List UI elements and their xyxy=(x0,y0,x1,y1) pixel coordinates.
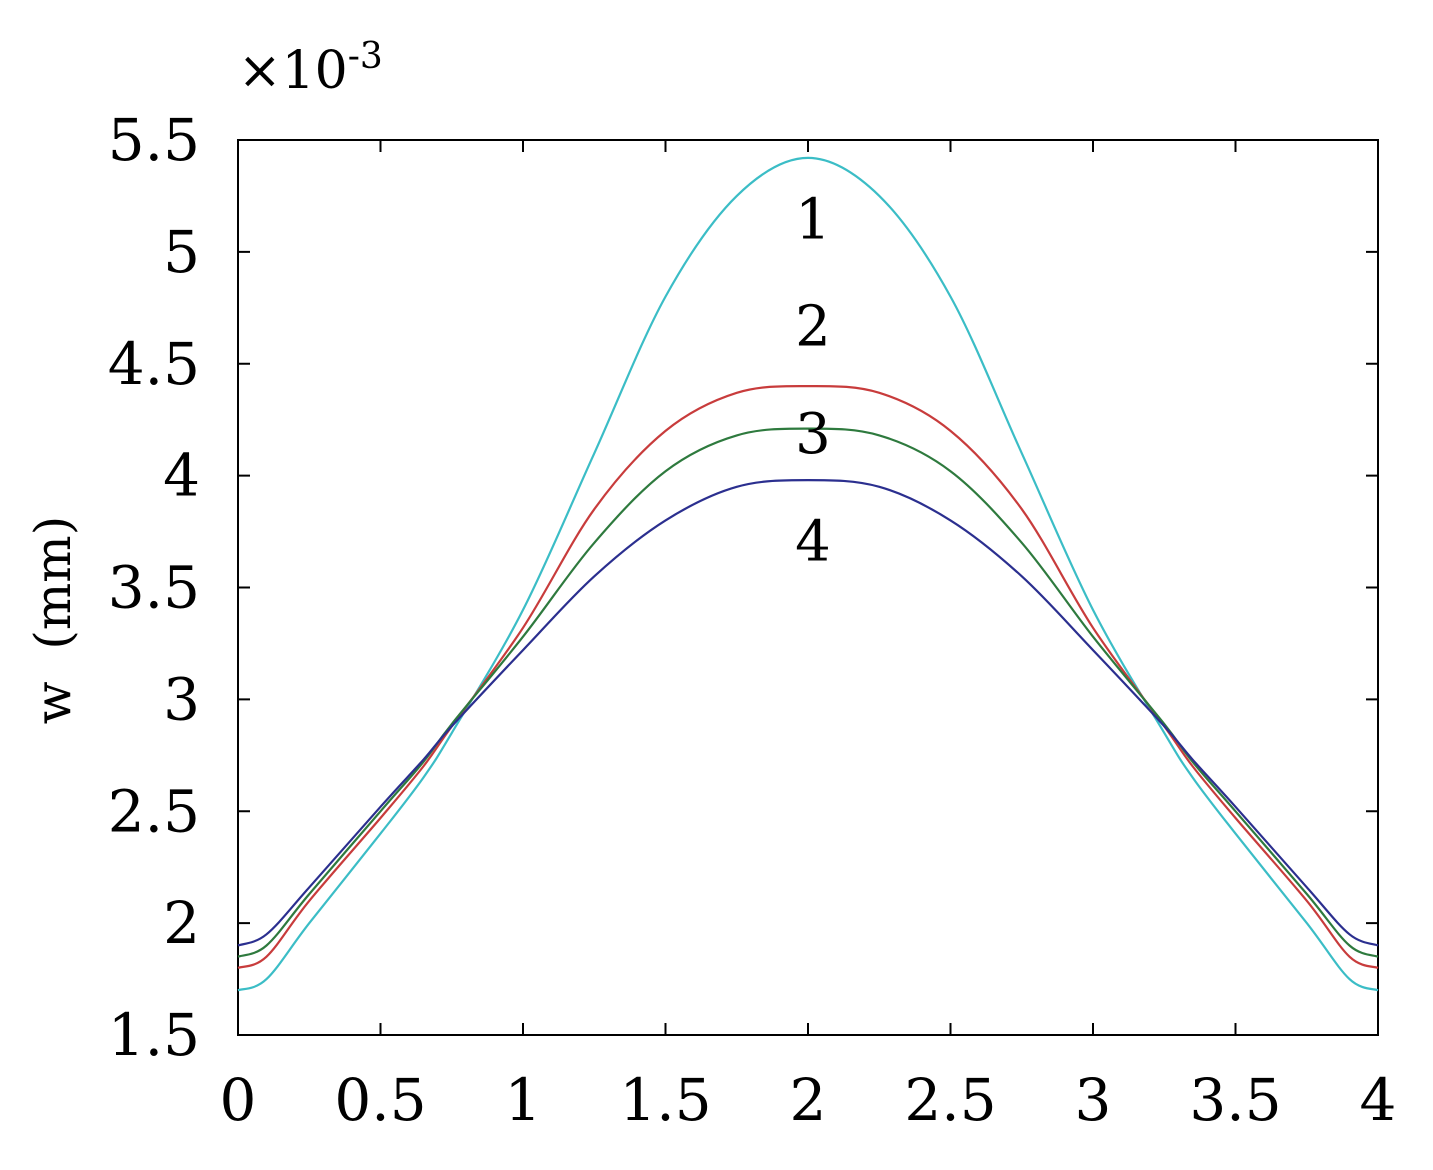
curve-label-3: 3 xyxy=(795,402,831,467)
x-tick-label: 2.5 xyxy=(904,1066,996,1134)
x-tick-label: 3 xyxy=(1075,1066,1112,1134)
x-tick-label: 2 xyxy=(790,1066,827,1134)
curve-labels: 1 2 3 4 xyxy=(795,187,831,574)
series-lines xyxy=(237,156,1379,992)
y-tick-label: 4.5 xyxy=(108,330,200,398)
series-line-3 xyxy=(237,427,1379,958)
curve-label-1: 1 xyxy=(795,187,831,252)
y-tick-label: 4 xyxy=(163,442,200,510)
y-scale-label: ×10-3 xyxy=(238,36,383,101)
curve-label-2: 2 xyxy=(795,295,831,360)
y-tick-labels: 1.5 2 2.5 3 3.5 4 4.5 5 5.5 xyxy=(108,106,200,1069)
y-tick-label: 2 xyxy=(163,889,200,957)
series-line-4 xyxy=(237,479,1379,947)
y-tick-label: 5 xyxy=(163,218,200,286)
x-tick-label: 1.5 xyxy=(619,1066,711,1134)
x-tick-label: 1 xyxy=(505,1066,542,1134)
y-axis-label: w (mm) xyxy=(24,516,82,724)
plot-area xyxy=(237,139,1379,1036)
curve-label-4: 4 xyxy=(795,510,831,575)
y-tick-label: 3.5 xyxy=(108,554,200,622)
x-tick-label: 3.5 xyxy=(1189,1066,1281,1134)
x-tick-label: 0 xyxy=(220,1066,257,1134)
y-tick-label: 2.5 xyxy=(108,777,200,845)
y-tick-label: 1.5 xyxy=(108,1001,200,1069)
x-tick-labels: 0 0.5 1 1.5 2 2.5 3 3.5 4 xyxy=(220,1066,1397,1134)
y-scale-exponent: -3 xyxy=(348,36,383,77)
y-scale-base: ×10 xyxy=(238,41,348,101)
x-tick-label: 4 xyxy=(1360,1066,1397,1134)
y-tick-label: 3 xyxy=(163,665,200,733)
axis-ticks xyxy=(237,139,1379,1036)
x-tick-label: 0.5 xyxy=(334,1066,426,1134)
series-line-2 xyxy=(237,384,1379,969)
series-line-1 xyxy=(237,156,1379,992)
y-tick-label: 5.5 xyxy=(108,106,200,174)
